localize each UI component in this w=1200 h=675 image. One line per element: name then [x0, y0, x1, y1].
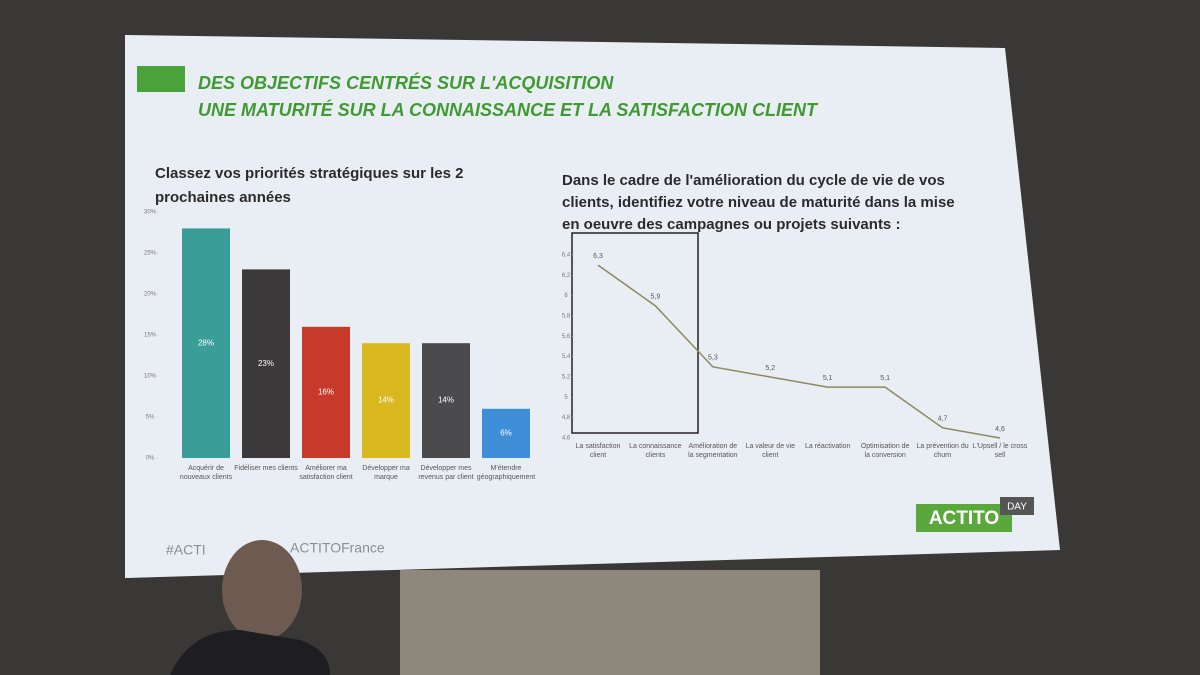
footer-tag: ACTITOFrance: [290, 540, 385, 556]
x-tick-label: M'étendre géographiquement: [476, 465, 536, 481]
y-tick-label: 5,4: [562, 354, 571, 360]
chart-title: Dans le cadre de l'amélioration du cycle…: [562, 172, 945, 189]
x-tick-label: La réactivation: [804, 443, 851, 450]
bar: [422, 343, 470, 458]
header-line: DES OBJECTIFS CENTRÉS SUR L'ACQUISITION: [198, 72, 614, 93]
chart-title: Classez vos priorités stratégiques sur l…: [155, 165, 463, 182]
value-label: 5,2: [765, 365, 775, 372]
curtain: [400, 570, 820, 675]
y-tick-label: 4,6: [562, 436, 571, 442]
x-tick-label: Amélioration de la segmentation: [688, 443, 738, 459]
highlight-box: [571, 232, 699, 434]
bar: [302, 326, 350, 458]
y-tick-label: 10%: [144, 374, 157, 380]
bar: [362, 343, 410, 458]
y-tick-label: 25%: [144, 251, 157, 257]
y-tick-label: 6,2: [562, 273, 571, 279]
value-label: 16%: [318, 388, 334, 397]
y-tick-label: 30%: [144, 210, 157, 216]
x-tick-label: Acquérir de nouveaux clients: [179, 465, 233, 481]
y-tick-label: 6: [564, 293, 568, 299]
x-tick-label: La valeur de vie client: [745, 443, 795, 459]
logo-badge: DAY: [1007, 502, 1027, 513]
logo-badge-box: [1000, 497, 1034, 515]
speaker-body: [170, 630, 330, 675]
value-label: 6%: [500, 429, 512, 438]
header-icon: [137, 66, 185, 92]
value-label: 4,7: [938, 416, 948, 423]
logo: ACTITO: [929, 508, 999, 529]
value-label: 6,3: [593, 253, 603, 260]
chart-title: en oeuvre des campagnes ou projets suiva…: [562, 216, 900, 233]
y-tick-label: 6,4: [562, 253, 571, 259]
value-label: 14%: [378, 396, 394, 405]
footer-tag: #ACTI: [166, 542, 206, 558]
value-label: 5,3: [708, 355, 718, 362]
value-label: 5,9: [651, 294, 661, 301]
y-tick-label: 15%: [144, 333, 157, 339]
x-tick-label: Développer mes revenus par client: [418, 465, 474, 481]
y-tick-label: 5,6: [562, 334, 571, 340]
value-label: 4,6: [995, 426, 1005, 433]
x-tick-label: L'Upsell / le cross sell: [972, 443, 1028, 459]
y-tick-label: 5,2: [562, 375, 571, 381]
speaker-head: [222, 540, 302, 640]
x-tick-label: Optimisation de la conversion: [860, 443, 910, 459]
y-tick-label: 5%: [146, 415, 155, 421]
x-tick-label: La prévention du churn: [916, 443, 969, 459]
value-label: 28%: [198, 338, 214, 347]
bar: [242, 269, 290, 458]
bar: [182, 228, 230, 458]
y-tick-label: 0%: [146, 456, 155, 462]
value-label: 14%: [438, 396, 454, 405]
x-tick-label: Fidéliser mes clients: [234, 465, 298, 472]
header-line: UNE MATURITÉ SUR LA CONNAISSANCE ET LA S…: [198, 99, 819, 120]
value-label: 5,1: [823, 375, 833, 382]
slide: [125, 35, 1060, 578]
x-tick-label: La satisfaction client: [575, 443, 621, 459]
x-tick-label: La connaissance clients: [629, 443, 682, 459]
x-tick-label: Améliorer ma satisfaction client: [299, 465, 353, 481]
y-tick-label: 5,8: [562, 314, 571, 320]
value-label: 5,1: [880, 375, 890, 382]
bar: [482, 408, 530, 458]
y-tick-label: 5: [564, 395, 568, 401]
x-tick-label: Développer ma marque: [362, 465, 410, 481]
y-tick-label: 20%: [144, 292, 157, 298]
chart-title: clients, identifiez votre niveau de matu…: [562, 194, 955, 211]
chart-title: prochaines années: [155, 189, 291, 206]
line: [597, 264, 1001, 439]
logo-box: [916, 504, 1012, 532]
value-label: 23%: [258, 359, 274, 368]
y-tick-label: 4,8: [562, 415, 571, 421]
